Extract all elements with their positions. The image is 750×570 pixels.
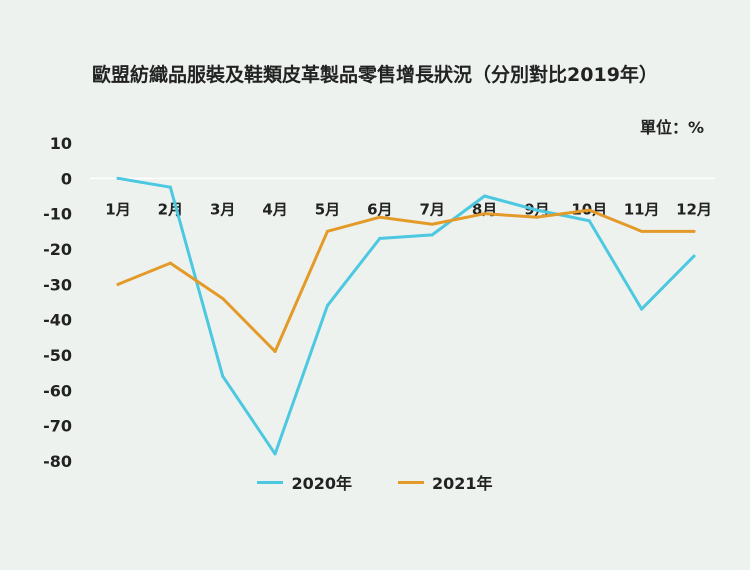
- legend: 2020年 2021年: [0, 470, 750, 494]
- x-tick-label: 7月: [419, 200, 444, 218]
- x-tick-label: 3月: [210, 200, 235, 218]
- y-tick-label: 10: [50, 134, 72, 153]
- legend-swatch-2020: [257, 480, 284, 484]
- y-tick-label: -50: [43, 346, 72, 365]
- data-point: [535, 215, 539, 219]
- data-point: [221, 374, 225, 378]
- data-point: [692, 229, 696, 233]
- x-tick-label: 12月: [676, 200, 712, 218]
- series-line-1: [116, 208, 696, 353]
- data-point: [640, 229, 644, 233]
- chart-title: 歐盟紡織品服裝及鞋類皮革製品零售增長狀況（分別對比2019年）: [92, 64, 658, 86]
- data-point: [430, 222, 434, 226]
- data-point: [692, 254, 696, 258]
- y-tick-label: -70: [43, 417, 72, 436]
- x-tick-label: 11月: [624, 200, 660, 218]
- y-tick-label: -60: [43, 381, 72, 400]
- y-tick-label: -10: [43, 205, 72, 224]
- y-tick-label: -20: [43, 240, 72, 259]
- data-point: [483, 212, 487, 216]
- y-tick-label: -40: [43, 311, 72, 330]
- data-point: [587, 219, 591, 223]
- data-point: [325, 304, 329, 308]
- data-point: [273, 349, 277, 353]
- series-line-0: [116, 176, 696, 456]
- legend-label-2021: 2021年: [432, 474, 493, 493]
- data-point: [640, 307, 644, 311]
- x-tick-label: 1月: [105, 200, 130, 218]
- legend-label-2020: 2020年: [291, 474, 352, 493]
- data-point: [535, 208, 539, 212]
- data-point: [483, 194, 487, 198]
- data-point: [273, 452, 277, 456]
- x-tick-label: 4月: [262, 200, 287, 218]
- data-point: [116, 282, 120, 286]
- legend-item-2021: 2021年: [398, 470, 493, 494]
- data-point: [168, 185, 172, 189]
- data-point: [221, 296, 225, 300]
- data-point: [430, 233, 434, 237]
- data-point: [378, 236, 382, 240]
- y-tick-label: -80: [43, 452, 72, 471]
- data-point: [587, 208, 591, 212]
- unit-label: 單位：%: [639, 118, 704, 137]
- y-tick-label: -30: [43, 275, 72, 294]
- x-tick-label: 5月: [315, 200, 340, 218]
- data-point: [378, 215, 382, 219]
- data-point: [325, 229, 329, 233]
- x-tick-label: 6月: [367, 200, 392, 218]
- y-tick-label: 0: [61, 169, 72, 188]
- legend-item-2020: 2020年: [257, 470, 352, 494]
- data-point: [168, 261, 172, 265]
- legend-swatch-2021: [398, 480, 424, 484]
- data-point: [116, 176, 120, 180]
